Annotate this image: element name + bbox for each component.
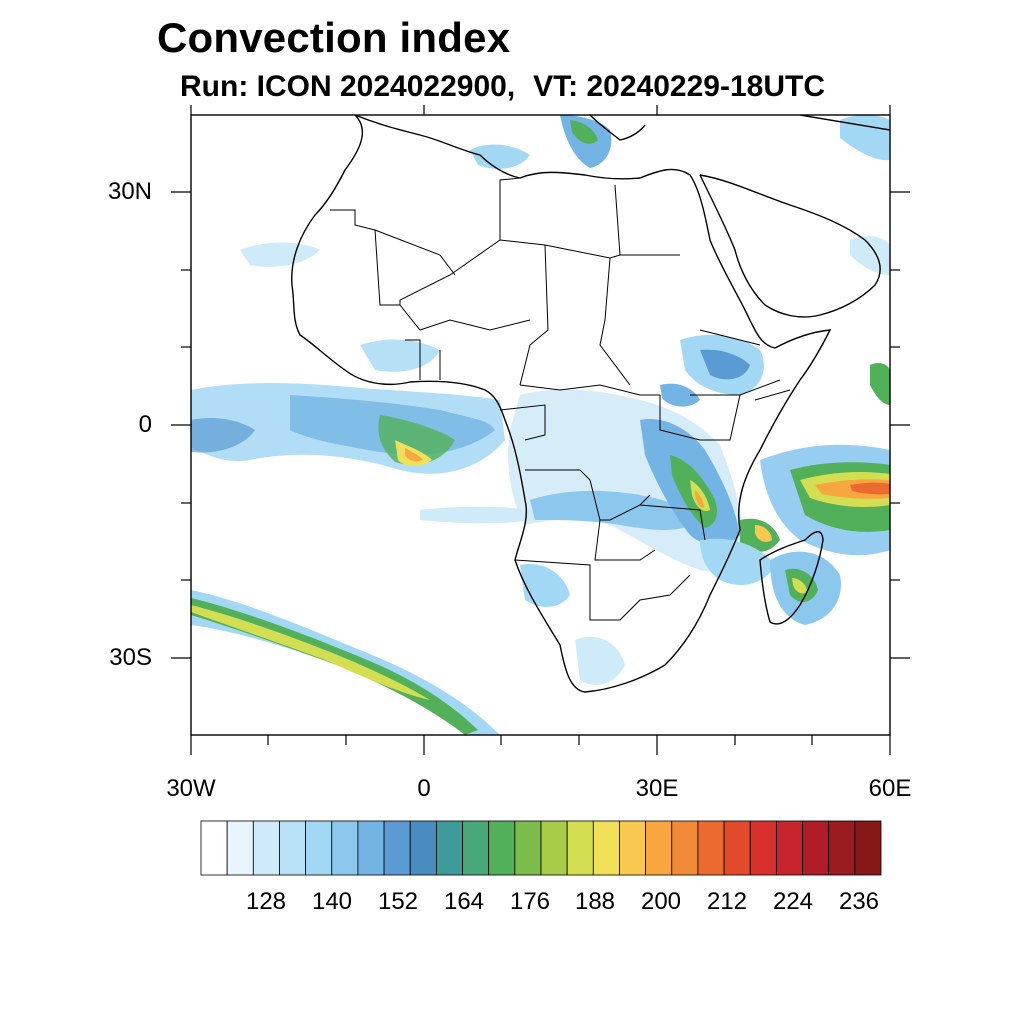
lon-label-30w: 30W xyxy=(166,775,216,802)
lat-label-30n: 30N xyxy=(107,178,152,205)
colorbar-swatch xyxy=(435,820,463,876)
colorbar-swatch xyxy=(357,820,385,876)
lon-label-60e: 60E xyxy=(868,775,912,802)
colorbar-label: 140 xyxy=(311,888,353,915)
colorbar-swatch xyxy=(540,820,568,876)
colorbar-label: 224 xyxy=(772,888,814,915)
colorbar-swatch xyxy=(723,820,751,876)
colorbar-swatch xyxy=(775,820,803,876)
colorbar-label: 200 xyxy=(640,888,682,915)
colorbar-label: 128 xyxy=(245,888,287,915)
colorbar-swatch xyxy=(645,820,673,876)
colorbar-swatch xyxy=(226,820,254,876)
lat-label-0: 0 xyxy=(138,411,152,438)
colorbar-swatch xyxy=(462,820,490,876)
colorbar-label: 152 xyxy=(377,888,419,915)
colorbar-label: 176 xyxy=(509,888,551,915)
colorbar-swatch xyxy=(697,820,725,876)
colorbar-swatch xyxy=(279,820,307,876)
colorbar-swatch xyxy=(619,820,647,876)
colorbar-swatch xyxy=(828,820,856,876)
colorbar-swatch xyxy=(200,820,228,876)
lon-label-0: 0 xyxy=(417,775,431,802)
country-borders xyxy=(330,177,791,621)
colorbar xyxy=(200,820,882,876)
colorbar-label: 164 xyxy=(443,888,485,915)
lon-label-30e: 30E xyxy=(635,775,679,802)
colorbar-swatch xyxy=(592,820,620,876)
axis-ticks xyxy=(171,105,910,755)
colorbar-swatch xyxy=(331,820,359,876)
colorbar-label: 188 xyxy=(574,888,616,915)
colorbar-label: 236 xyxy=(838,888,880,915)
colorbar-swatch xyxy=(802,820,830,876)
colorbar-swatch xyxy=(854,820,882,876)
colorbar-swatch xyxy=(566,820,594,876)
colorbar-swatch xyxy=(409,820,437,876)
run-subtitle: Run: ICON 2024022900, VT: 20240229-18UTC xyxy=(180,70,825,104)
colorbar-swatch xyxy=(252,820,280,876)
coastlines xyxy=(291,115,890,693)
colorbar-swatch xyxy=(383,820,411,876)
lat-label-30s: 30S xyxy=(109,644,152,671)
colorbar-label: 212 xyxy=(706,888,748,915)
colorbar-swatch xyxy=(305,820,333,876)
convection-field xyxy=(191,115,890,735)
colorbar-swatch xyxy=(514,820,542,876)
page-title: Convection index xyxy=(157,14,511,61)
colorbar-swatch xyxy=(749,820,777,876)
colorbar-swatch xyxy=(488,820,516,876)
colorbar-swatch xyxy=(671,820,699,876)
valid-time-label: VT: 20240229-18UTC xyxy=(533,70,825,103)
run-label: Run: ICON 2024022900, xyxy=(180,70,516,103)
